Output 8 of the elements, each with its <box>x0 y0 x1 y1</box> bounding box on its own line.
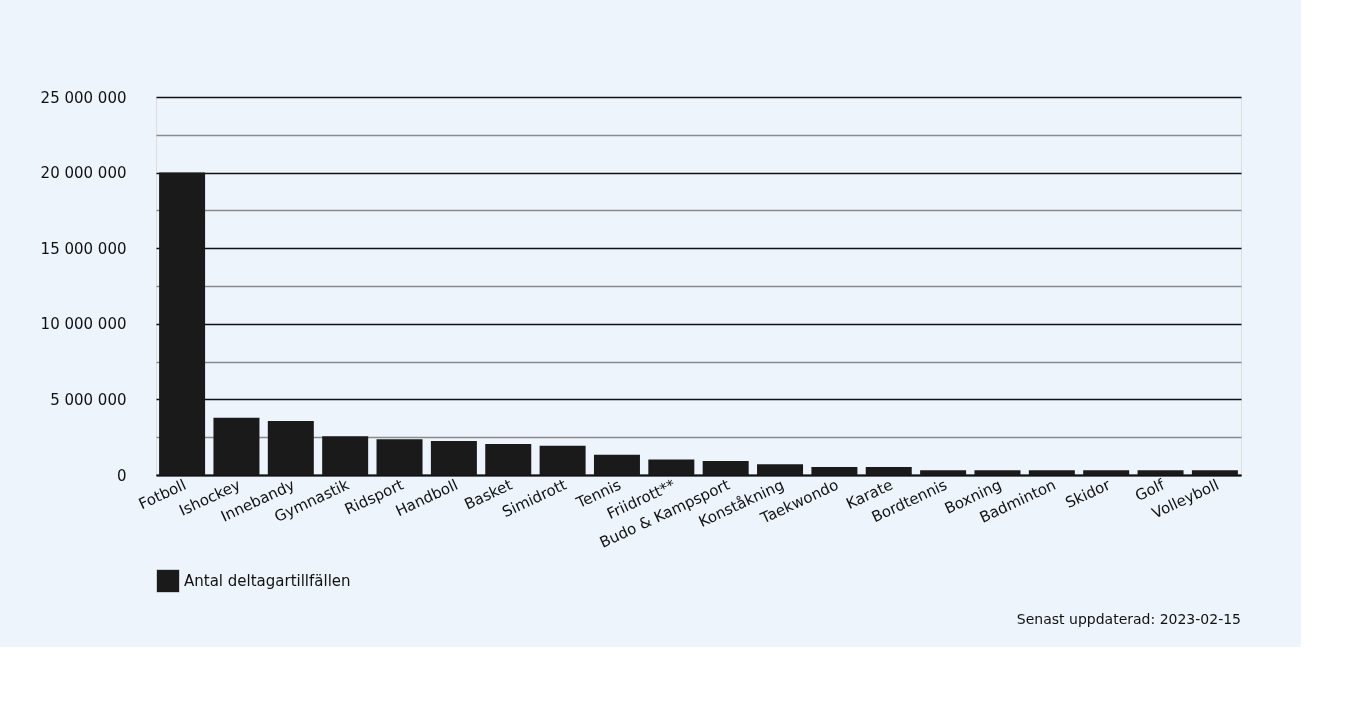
legend-label: Antal deltagartillfällen <box>184 572 351 590</box>
y-tick-label: 15 000 000 <box>40 239 127 258</box>
y-tick-label: 10 000 000 <box>40 315 127 334</box>
y-tick-label: 0 <box>116 466 127 485</box>
text: Senast uppdaterad: 2023-02-15 <box>1016 611 1241 627</box>
y-tick-label: 25 000 000 <box>40 88 127 107</box>
y-tick-label: 20 000 000 <box>40 164 127 183</box>
y-tick-label: 5 000 000 <box>50 390 127 409</box>
